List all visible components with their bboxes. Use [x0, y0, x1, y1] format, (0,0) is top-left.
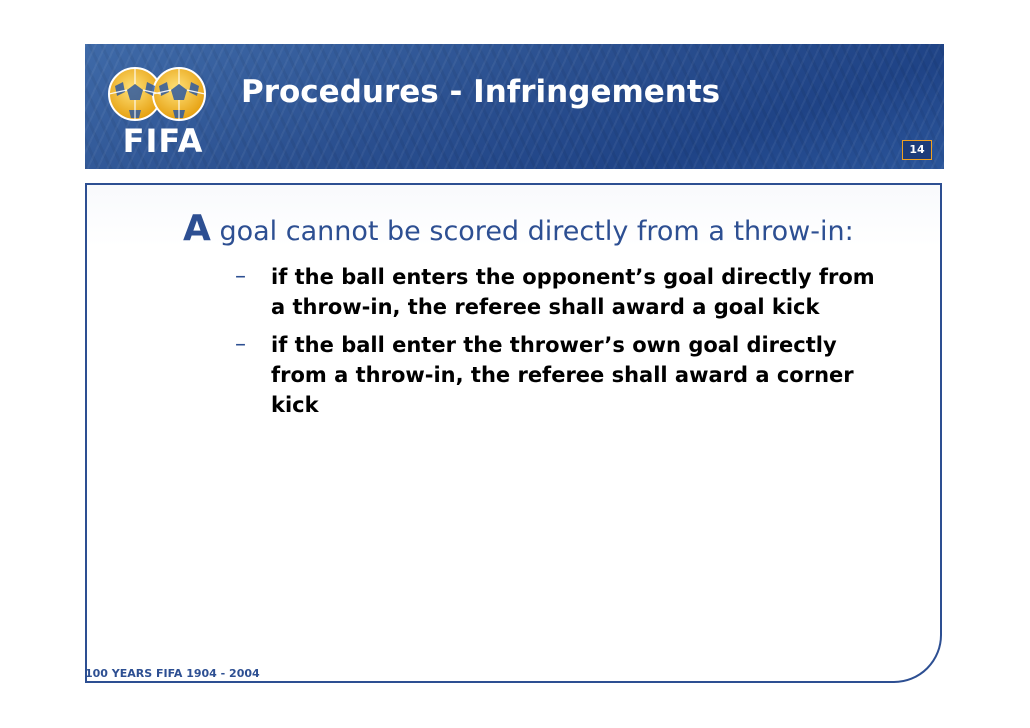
logo-wordmark: FIFA — [122, 122, 204, 160]
lead-text: goal cannot be scored directly from a th… — [210, 216, 854, 247]
content-frame — [85, 183, 942, 683]
banner-texture — [85, 44, 944, 169]
page-title: Procedures - Infringements — [241, 74, 721, 110]
lead-initial: A — [183, 208, 211, 249]
twin-globes-icon — [108, 67, 206, 121]
bullet-dash: – — [235, 264, 246, 289]
lead-statement: A goal cannot be scored directly from a … — [183, 208, 854, 249]
content-shade — [87, 185, 940, 361]
bullet-text: if the ball enter the thrower’s own goal… — [271, 333, 854, 417]
bullet-list: – if the ball enters the opponent’s goal… — [235, 262, 895, 428]
list-item: – if the ball enter the thrower’s own go… — [235, 330, 895, 420]
fifa-logo: FIFA — [101, 62, 213, 160]
bullet-text: if the ball enters the opponent’s goal d… — [271, 265, 875, 319]
bullet-dash: – — [235, 332, 246, 357]
page-number-badge: 14 — [902, 140, 932, 160]
header-banner: FIFA Procedures - Infringements 14 — [85, 44, 944, 169]
footer-caption: 100 YEARS FIFA 1904 - 2004 — [85, 667, 260, 680]
list-item: – if the ball enters the opponent’s goal… — [235, 262, 895, 322]
